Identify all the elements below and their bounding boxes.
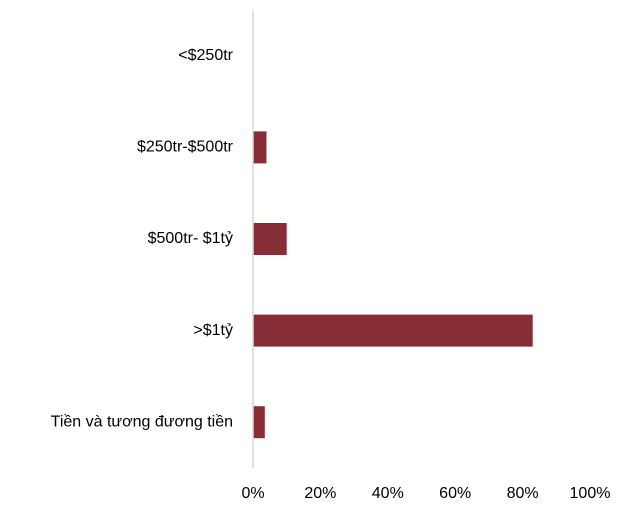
category-label-4: Tiền và tương đương tiền [51,413,233,430]
bar-3 [253,314,533,347]
bars-layer [253,131,533,439]
category-label-3: >$1tỷ [193,322,233,339]
bar-4 [253,406,265,439]
x-tick-label-2: 40% [372,485,404,502]
x-tick-label-3: 60% [439,485,471,502]
category-label-0: <$250tr [178,47,233,64]
bar-2 [253,223,287,255]
x-tick-label-0: 0% [241,485,264,502]
category-labels: <$250tr $250tr-$500tr $500tr- $1tỷ >$1tỷ Tiề… [51,47,234,430]
bar-1 [253,131,267,164]
category-label-2: $500tr- $1tỷ [148,230,233,247]
category-label-1: $250tr-$500tr [137,139,234,156]
x-tick-label-5: 100% [570,485,611,502]
x-tick-labels: 0% 20% 40% 60% 80% 100% [241,485,610,502]
x-tick-label-4: 80% [507,485,539,502]
x-tick-label-1: 20% [304,485,336,502]
